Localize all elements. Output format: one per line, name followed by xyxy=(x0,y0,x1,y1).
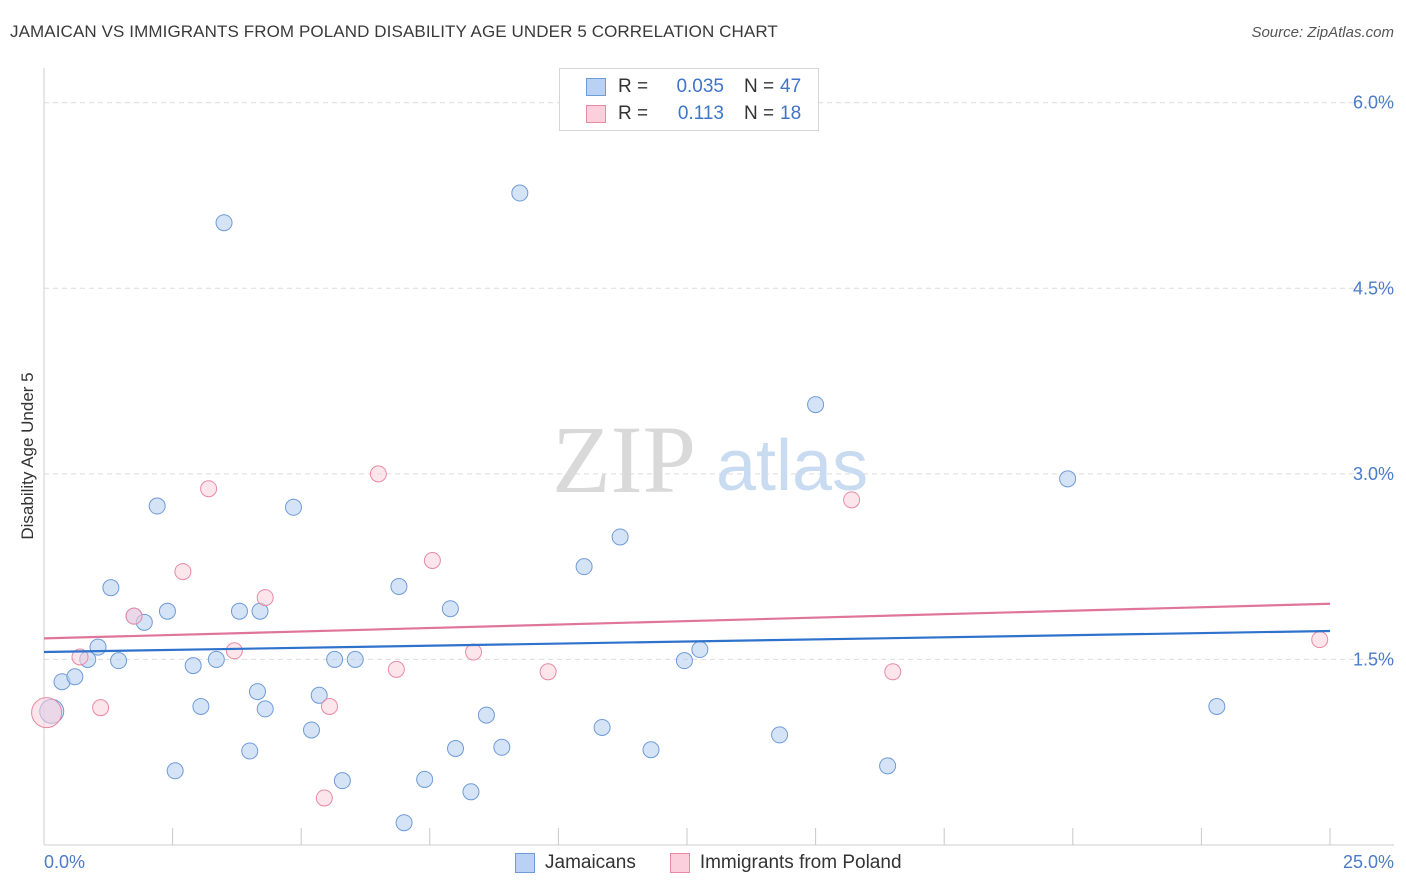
point-jamaicans xyxy=(477,706,495,724)
point-jamaicans xyxy=(241,742,259,760)
legend-r-label: R = xyxy=(618,76,649,97)
point-jamaicans xyxy=(1059,470,1077,488)
point-poland xyxy=(387,660,405,678)
y-tick-label: 3.0% xyxy=(1353,464,1394,484)
stats-legend: R = 0.035 N = 47 R = 0.113 N = 18 xyxy=(559,68,819,131)
legend-label-jamaicans: Jamaicans xyxy=(545,852,636,873)
trend-line-poland xyxy=(43,602,1331,640)
point-poland xyxy=(71,648,89,666)
legend-label-poland: Immigrants from Poland xyxy=(699,852,902,873)
point-poland xyxy=(320,697,338,715)
point-jamaicans xyxy=(575,558,593,576)
point-poland xyxy=(225,642,243,660)
point-jamaicans xyxy=(66,668,84,686)
legend-n-value: 18 xyxy=(780,103,802,124)
point-poland xyxy=(92,699,110,717)
point-jamaicans xyxy=(346,650,364,668)
legend-swatch-jamaicans xyxy=(515,853,535,873)
trend-line-jamaicans xyxy=(43,629,1331,654)
watermark: ZIP atlas xyxy=(552,406,868,513)
legend-swatch-jamaicans xyxy=(586,78,606,96)
point-jamaicans xyxy=(493,738,511,756)
point-poland xyxy=(125,607,143,625)
point-jamaicans xyxy=(593,718,611,736)
point-jamaicans xyxy=(192,697,210,715)
point-jamaicans xyxy=(447,740,465,758)
point-poland xyxy=(369,465,387,483)
point-jamaicans xyxy=(284,498,302,516)
point-jamaicans xyxy=(230,602,248,620)
legend-r-label: R = xyxy=(618,103,649,124)
point-poland xyxy=(315,789,333,807)
point-poland xyxy=(465,643,483,661)
legend-item-jamaicans: Jamaicans xyxy=(515,852,636,874)
point-jamaicans xyxy=(333,772,351,790)
point-poland xyxy=(31,697,63,729)
y-tick-label: 4.5% xyxy=(1353,278,1394,298)
point-jamaicans xyxy=(416,770,434,788)
legend-swatch-poland xyxy=(586,105,606,123)
point-jamaicans xyxy=(441,600,459,618)
gridlines xyxy=(44,102,1394,660)
chart-title: JAMAICAN VS IMMIGRANTS FROM POLAND DISAB… xyxy=(10,22,778,41)
point-jamaicans xyxy=(691,641,709,659)
point-poland xyxy=(884,663,902,681)
y-tick-labels: 1.5% 3.0% 4.5% 6.0% xyxy=(1353,93,1394,670)
point-jamaicans xyxy=(642,741,660,759)
point-jamaicans xyxy=(207,650,225,668)
point-jamaicans xyxy=(879,757,897,775)
legend-r-value: 0.035 xyxy=(676,76,724,97)
point-jamaicans xyxy=(326,650,344,668)
point-jamaicans xyxy=(256,700,274,718)
legend-n-label: N = xyxy=(744,76,775,97)
y-tick-label: 1.5% xyxy=(1353,649,1394,669)
point-jamaicans xyxy=(248,683,266,701)
x-tick-label-max: 25.0% xyxy=(1342,852,1394,872)
point-jamaicans xyxy=(771,726,789,744)
y-axis-label: Disability Age Under 5 xyxy=(18,372,37,540)
data-points xyxy=(31,184,1329,832)
legend-row-jamaicans: R = 0.035 N = 47 xyxy=(586,74,801,100)
point-jamaicans xyxy=(215,214,233,232)
x-ticks xyxy=(172,828,1331,845)
legend-r-value: 0.113 xyxy=(677,103,724,124)
point-poland xyxy=(843,491,861,509)
point-jamaicans xyxy=(110,652,128,670)
legend-n-label: N = xyxy=(744,103,775,124)
point-poland xyxy=(539,663,557,681)
point-jamaicans xyxy=(310,686,328,704)
point-jamaicans xyxy=(302,721,320,739)
series-legend: Jamaicans Immigrants from Poland xyxy=(515,852,936,874)
y-tick-label: 6.0% xyxy=(1353,93,1394,113)
watermark-atlas: atlas xyxy=(716,426,868,506)
point-jamaicans xyxy=(148,497,166,515)
point-jamaicans xyxy=(102,579,120,597)
legend-n-value: 47 xyxy=(780,76,802,97)
point-jamaicans xyxy=(807,396,825,414)
legend-row-poland: R = 0.113 N = 18 xyxy=(586,101,801,127)
point-jamaicans xyxy=(166,762,184,780)
point-jamaicans xyxy=(395,814,413,832)
point-jamaicans xyxy=(611,528,629,546)
point-jamaicans xyxy=(462,783,480,801)
point-jamaicans xyxy=(158,602,176,620)
point-poland xyxy=(1311,631,1329,649)
point-jamaicans xyxy=(1208,697,1226,715)
legend-item-poland: Immigrants from Poland xyxy=(669,852,902,874)
point-jamaicans xyxy=(89,638,107,656)
point-jamaicans xyxy=(511,184,529,202)
point-poland xyxy=(423,551,441,569)
point-poland xyxy=(256,589,274,607)
point-jamaicans xyxy=(390,577,408,595)
watermark-zip: ZIP xyxy=(552,406,696,513)
x-tick-label-min: 0.0% xyxy=(44,852,86,872)
point-poland xyxy=(200,480,218,498)
trend-lines xyxy=(43,602,1331,654)
point-poland xyxy=(174,563,192,581)
point-jamaicans xyxy=(675,652,693,670)
point-jamaicans xyxy=(184,657,202,675)
chart-source: Source: ZipAtlas.com xyxy=(1251,24,1394,41)
legend-swatch-poland xyxy=(669,853,690,873)
